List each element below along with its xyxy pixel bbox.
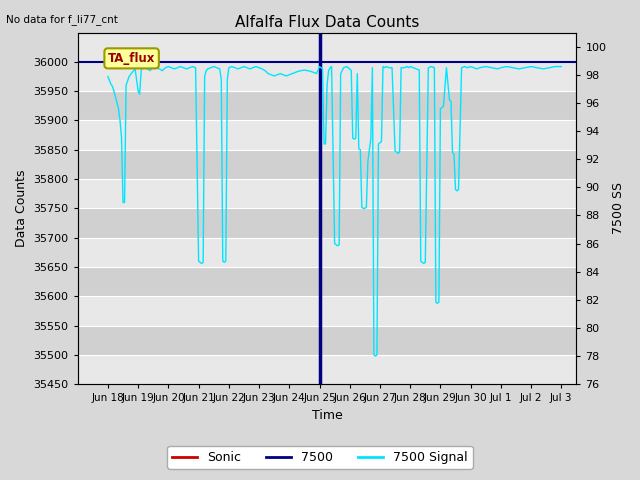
Bar	[77, 120, 577, 150]
Y-axis label: 7500 SS: 7500 SS	[612, 182, 625, 234]
Bar	[77, 296, 577, 325]
Y-axis label: Data Counts: Data Counts	[15, 169, 28, 247]
Bar	[77, 62, 577, 91]
Bar	[77, 179, 577, 208]
Title: Alfalfa Flux Data Counts: Alfalfa Flux Data Counts	[235, 15, 419, 30]
Bar	[77, 267, 577, 296]
X-axis label: Time: Time	[312, 409, 342, 422]
Legend: Sonic, 7500, 7500 Signal: Sonic, 7500, 7500 Signal	[167, 446, 473, 469]
Text: No data for f_li77_cnt: No data for f_li77_cnt	[6, 14, 118, 25]
Text: TA_flux: TA_flux	[108, 52, 156, 65]
Bar	[77, 91, 577, 120]
Bar	[77, 238, 577, 267]
Bar	[77, 208, 577, 238]
Bar	[77, 355, 577, 384]
Bar	[77, 325, 577, 355]
Bar	[77, 150, 577, 179]
